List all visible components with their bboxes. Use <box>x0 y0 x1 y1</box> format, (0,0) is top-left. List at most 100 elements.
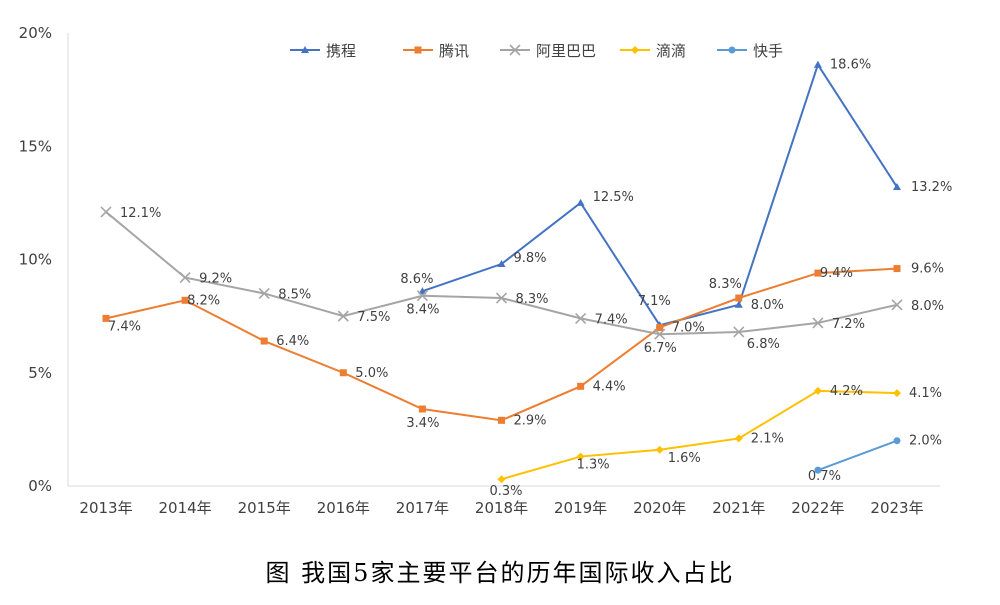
data-label: 8.5% <box>278 287 311 302</box>
legend-label: 阿里巴巴 <box>536 42 596 60</box>
data-label: 8.2% <box>187 293 220 308</box>
data-label: 7.5% <box>357 310 390 325</box>
line-chart: 0% 5% 10% 15% 20% 2013年 2014年 2015年 2016年 2017年 20… <box>19 24 953 517</box>
data-label: 5.0% <box>355 366 388 381</box>
data-label: 8.3% <box>516 292 549 307</box>
data-label: 9.6% <box>911 262 944 277</box>
x-marker <box>337 310 349 322</box>
data-label: 4.1% <box>909 386 942 401</box>
data-label: 8.0% <box>911 299 944 314</box>
data-label: 3.4% <box>406 416 439 431</box>
x-tick-label: 2020年 <box>633 499 686 517</box>
data-label: 12.5% <box>593 190 634 205</box>
x-tick-label: 2023年 <box>870 499 923 517</box>
square-marker <box>102 314 110 322</box>
chart-title: 图 我国5家主要平台的历年国际收入占比 <box>265 559 735 587</box>
legend-label: 滴滴 <box>656 42 686 60</box>
data-label: 0.3% <box>490 484 523 499</box>
square-marker <box>418 405 426 413</box>
data-label: 12.1% <box>120 206 161 221</box>
data-label: 6.4% <box>276 334 309 349</box>
legend-label: 腾讯 <box>439 42 469 60</box>
data-label: 8.4% <box>406 303 439 318</box>
data-label: 9.4% <box>820 266 853 281</box>
legend-label: 携程 <box>326 42 356 60</box>
data-label: 8.3% <box>709 277 742 292</box>
triangle-marker <box>418 287 427 295</box>
series-阿里巴巴: 12.1% 9.2% 8.5% 7.5% 8.4% 8.3% 7.4% 6.7% 6.8% 7.2… <box>100 206 944 356</box>
legend-item: 滴滴 <box>620 42 686 60</box>
y-tick-label: 0% <box>28 477 52 495</box>
x-marker <box>575 312 587 324</box>
diamond-marker <box>631 46 639 54</box>
square-marker <box>814 269 822 277</box>
circle-marker <box>893 437 901 445</box>
legend-item: 快手 <box>717 42 783 60</box>
square-marker <box>260 337 268 345</box>
triangle-marker <box>893 183 901 191</box>
y-tick-label: 15% <box>19 137 52 155</box>
x-tick-label: 2018年 <box>475 499 528 517</box>
square-marker <box>181 296 189 304</box>
data-label: 1.3% <box>577 458 610 473</box>
square-marker <box>893 265 901 273</box>
x-marker <box>509 44 521 56</box>
data-label: 7.2% <box>832 317 865 332</box>
legend-item: 阿里巴巴 <box>500 42 596 60</box>
data-label: 7.1% <box>638 294 671 309</box>
x-marker <box>416 290 428 302</box>
circle-marker <box>814 466 822 474</box>
x-tick-label: 2013年 <box>79 499 132 517</box>
series-line <box>422 62 898 327</box>
square-marker <box>656 323 664 331</box>
y-tick-label: 5% <box>28 364 52 382</box>
data-label: 1.6% <box>668 451 701 466</box>
square-marker <box>498 416 505 424</box>
square-marker <box>577 382 585 390</box>
triangle-marker <box>301 46 309 53</box>
legend-item: 腾讯 <box>403 42 469 60</box>
y-tick-label: 10% <box>19 251 52 269</box>
data-label: 8.0% <box>751 298 784 313</box>
data-label: 18.6% <box>830 58 871 73</box>
diamond-marker <box>893 389 901 398</box>
x-marker <box>495 292 508 304</box>
data-label: 9.2% <box>199 272 232 287</box>
series-腾讯: 7.4% 8.2% 6.4% 5.0% 3.4% 2.9% 4.4% 7.0% 8.3% 9.4%… <box>102 262 944 431</box>
diamond-marker <box>655 445 664 454</box>
data-label: 7.0% <box>672 320 705 335</box>
data-label: 6.7% <box>644 341 677 356</box>
x-tick-label: 2021年 <box>712 499 765 517</box>
x-marker <box>891 299 903 311</box>
data-label: 4.2% <box>830 384 863 399</box>
data-label: 2.1% <box>751 431 784 446</box>
data-label: 13.2% <box>911 180 952 195</box>
legend-item: 携程 <box>290 42 356 60</box>
x-tick-label: 2017年 <box>396 499 449 517</box>
x-tick-label: 2016年 <box>317 499 370 517</box>
series-滴滴: 0.3% 1.3% 1.6% 2.1% 4.2% 4.1% <box>490 384 943 499</box>
data-label: 6.8% <box>747 337 780 352</box>
data-label: 7.4% <box>108 319 141 334</box>
series-line <box>817 439 898 472</box>
x-marker <box>654 328 666 340</box>
triangle-marker <box>813 60 822 68</box>
data-label: 9.8% <box>514 251 547 266</box>
x-marker <box>812 317 824 329</box>
triangle-marker <box>497 260 506 268</box>
series-line <box>501 389 898 481</box>
square-marker <box>414 46 422 54</box>
y-tick-label: 20% <box>19 24 52 42</box>
data-label: 7.4% <box>595 312 628 327</box>
diamond-marker <box>734 434 743 443</box>
triangle-marker <box>734 300 743 308</box>
x-tick-label: 2015年 <box>238 499 291 517</box>
series-携程: 8.6% 9.8% 12.5% 7.1% 8.0% 18.6% 13.2% <box>400 58 952 329</box>
data-label: 2.0% <box>909 434 942 449</box>
legend-label: 快手 <box>753 42 783 60</box>
diamond-marker <box>497 475 506 484</box>
x-marker <box>179 272 191 284</box>
diamond-marker <box>813 386 822 395</box>
data-label: 4.4% <box>593 379 626 394</box>
square-marker <box>735 294 743 302</box>
